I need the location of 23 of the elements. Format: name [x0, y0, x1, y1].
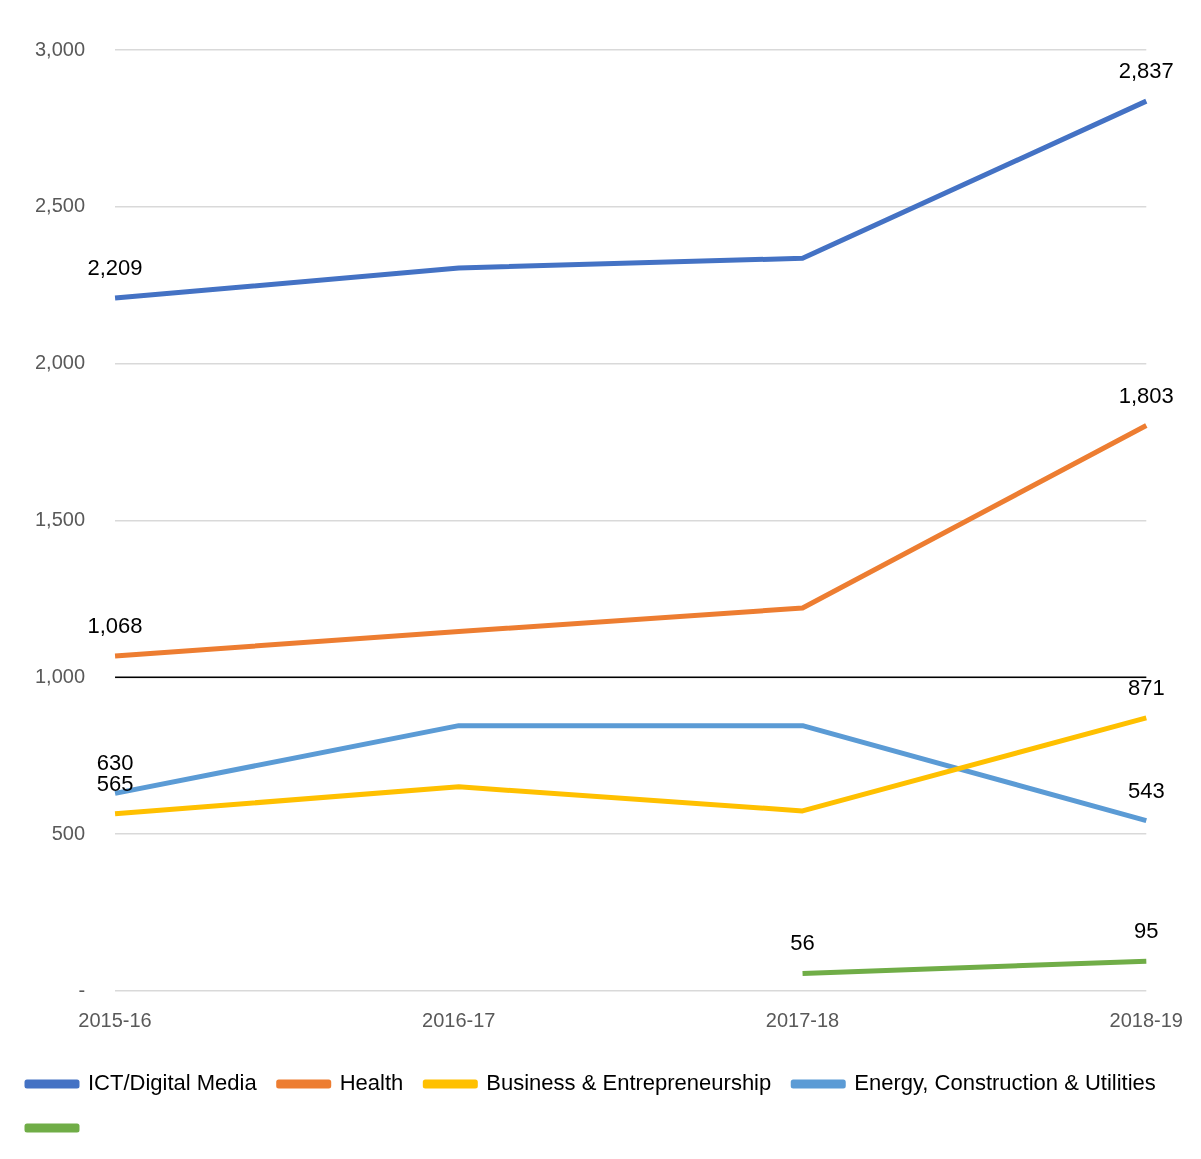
y-tick-label: 1,000: [34, 664, 86, 687]
x-tick-label: 2015-16: [78, 1008, 152, 1031]
y-tick-label: 2,500: [34, 194, 86, 217]
y-tick-label: 3,000: [34, 37, 86, 60]
x-tick-label: 2016-17: [422, 1008, 496, 1031]
data-label: 543: [1127, 777, 1165, 803]
y-tick-label: 2,000: [34, 351, 86, 374]
y-tick-label: 1,500: [34, 508, 86, 531]
x-tick-label: 2018-19: [1109, 1008, 1183, 1031]
legend-label: Energy, Construction & Utilities: [854, 1070, 1156, 1096]
data-label: 1,068: [87, 613, 143, 639]
legend-label: Health: [339, 1070, 404, 1096]
data-label: 1,803: [1118, 382, 1174, 408]
legend-label: ICT/Digital Media: [88, 1070, 258, 1096]
y-tick-label: 500: [51, 821, 86, 844]
legend-label: Business & Entrepreneurship: [486, 1070, 772, 1096]
data-label: 56: [790, 930, 815, 956]
y-tick-label: -: [78, 978, 86, 1001]
data-label: 2,209: [87, 255, 143, 281]
x-tick-label: 2017-18: [765, 1008, 840, 1031]
data-label: 2,837: [1118, 58, 1174, 84]
data-label: 871: [1127, 674, 1165, 700]
data-label: 95: [1134, 918, 1159, 944]
